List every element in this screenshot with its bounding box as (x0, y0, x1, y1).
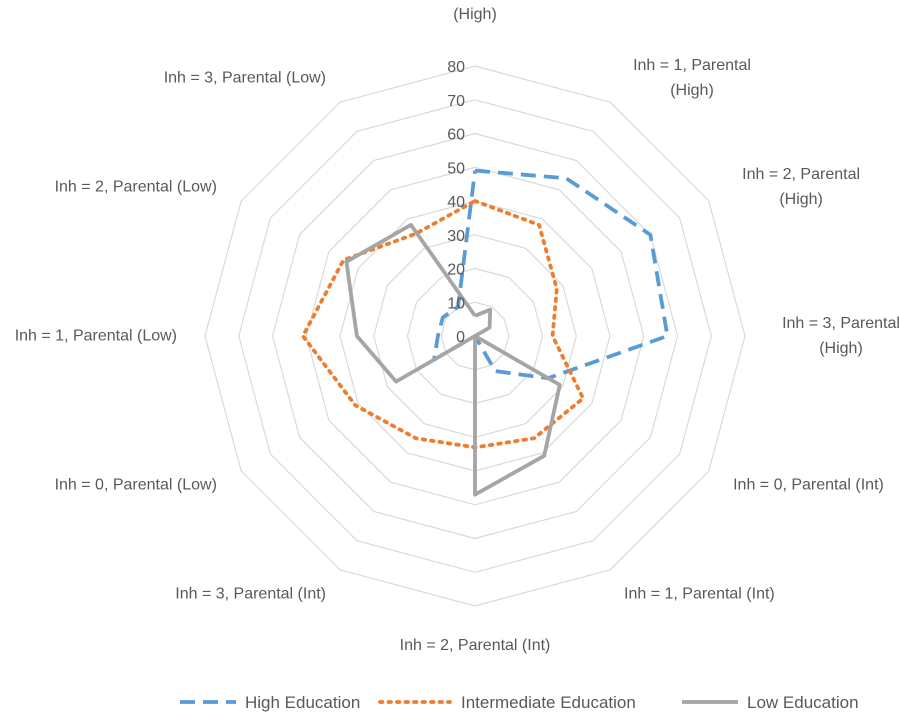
category-label-text: Inh = 2, Parental (Int) (400, 637, 551, 654)
tick-label: 40 (447, 194, 465, 211)
category-label-text: Inh = 3, Parental (Low) (164, 69, 326, 86)
category-label: Inh = 1, Parental (Int) (624, 586, 775, 603)
category-label: Inh = 2, Parental (High) (742, 166, 860, 208)
category-label-line: Inh = 3, Parental (782, 315, 899, 332)
category-label-line: Inh = 1, Parental (Int) (624, 586, 775, 603)
legend-item-low-education: Low Education (682, 693, 859, 712)
category-label-line: Inh = 1, Parental (633, 57, 751, 74)
category-label-text: Inh = 1, Parental (High) (633, 57, 751, 99)
series-line-low-education (344, 222, 562, 497)
tick-label: 50 (447, 160, 465, 177)
category-label-line: Inh = 0, Parental (Int) (733, 477, 884, 494)
tick-label: 0 (456, 329, 465, 346)
radial-axis-ticks: 0 10 20 30 40 50 60 70 80 (447, 59, 465, 346)
chart-legend: High Education Intermediate Education Low … (180, 693, 859, 712)
category-label-line: (High) (453, 6, 497, 23)
category-label-text: Inh = 1, Parental (Int) (624, 586, 775, 603)
category-label-line: (High) (670, 82, 714, 99)
series-line-intermediate-education (300, 199, 585, 450)
category-label-text: Inh = 0, Parental (Low) (55, 477, 217, 494)
category-label: Inh = 0, Parental (Int) (733, 477, 884, 494)
category-label-text: Inh = 2, Parental (Low) (55, 179, 217, 196)
tick-label: 20 (447, 262, 465, 279)
tick-label: 80 (447, 59, 465, 76)
category-labels: Inh = 0, Parental(High) Inh = 1, Parental… (15, 0, 899, 654)
category-label-line: Inh = 2, Parental (Low) (55, 179, 217, 196)
category-label-line: Inh = 2, Parental (Int) (400, 637, 551, 654)
category-label: Inh = 3, Parental (Low) (164, 69, 326, 86)
category-label: Inh = 3, Parental (Int) (175, 586, 326, 603)
series-line-high-education (432, 168, 670, 381)
legend-label: Low Education (747, 693, 859, 712)
tick-label: 30 (447, 228, 465, 245)
grid-ring (305, 166, 645, 506)
category-label: Inh = 0, Parental(High) (416, 0, 534, 23)
grid-ring (238, 99, 712, 573)
category-label-line: (High) (819, 340, 863, 357)
category-label-text: Inh = 3, Parental (Int) (175, 586, 326, 603)
category-label: Inh = 2, Parental (Int) (400, 637, 551, 654)
category-label: Inh = 1, Parental (High) (633, 57, 751, 99)
category-label-line: Inh = 0, Parental (Low) (55, 477, 217, 494)
category-label-text: Inh = 0, Parental (Int) (733, 477, 884, 494)
category-label-text: Inh = 2, Parental (High) (742, 166, 860, 208)
legend-label: High Education (245, 693, 360, 712)
legend-item-intermediate-education: Intermediate Education (378, 693, 636, 712)
category-label-line: Inh = 3, Parental (Low) (164, 69, 326, 86)
tick-label: 60 (447, 127, 465, 144)
legend-item-high-education: High Education (180, 693, 360, 712)
grid-ring (204, 65, 746, 607)
category-label: Inh = 2, Parental (Low) (55, 179, 217, 196)
category-label-line: Inh = 1, Parental (Low) (15, 328, 177, 345)
category-label-text: Inh = 1, Parental (Low) (15, 328, 177, 345)
category-label-line: (High) (779, 191, 823, 208)
tick-label: 10 (447, 295, 465, 312)
category-label: Inh = 3, Parental (High) (782, 315, 899, 357)
category-label-line: Inh = 3, Parental (Int) (175, 586, 326, 603)
tick-label: 70 (447, 93, 465, 110)
category-label: Inh = 1, Parental (Low) (15, 328, 177, 345)
category-label-text: Inh = 3, Parental (High) (782, 315, 899, 357)
category-label-text: Inh = 0, Parental(High) (416, 0, 534, 23)
legend-label: Intermediate Education (461, 693, 636, 712)
category-label-line: Inh = 2, Parental (742, 166, 860, 183)
radar-series (300, 168, 670, 497)
category-label: Inh = 0, Parental (Low) (55, 477, 217, 494)
